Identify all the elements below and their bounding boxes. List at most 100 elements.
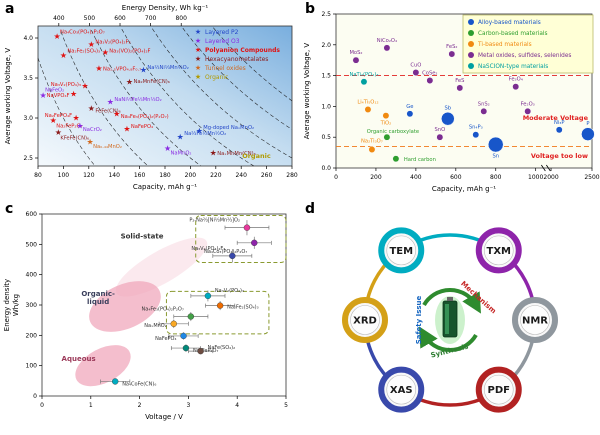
data-point-label: Sn₄P₃ (469, 125, 483, 131)
data-point (456, 84, 464, 92)
y-axis-title: Energy density (3, 279, 11, 331)
data-point (180, 332, 187, 340)
electrolyte-region-blob (75, 345, 131, 387)
data-point (204, 292, 212, 300)
legend-label: Alloy-based materials (478, 20, 541, 26)
data-point-label: FeFe(CN)₆ (95, 108, 120, 114)
technique-node-face (483, 374, 514, 405)
x-tick-label: 140 (108, 172, 120, 179)
legend-marker (468, 52, 474, 58)
panel-b-anode-chart: b 0 200 400 600 800 1000 2000 2500 0.0 0.5 1.0 1.5 2… (300, 0, 600, 200)
legend-label: Layered P2 (205, 29, 239, 36)
data-point (581, 127, 595, 141)
y-tick-label: 0.5 (321, 134, 331, 141)
data-point: ★ (113, 110, 120, 119)
x-tick-label: 800 (490, 174, 502, 181)
data-point (383, 133, 391, 141)
data-point-label: Na₂Fe₂(SO₄)₃ (227, 305, 259, 311)
x-tick-label: 180 (159, 172, 171, 179)
anode-voltage-capacity-chart: 0 200 400 600 800 1000 2000 2500 0.0 0.5 1.0 1.5 2.0… (303, 11, 600, 193)
data-point: ★ (123, 125, 130, 134)
y-tick-label: 3.0 (23, 115, 33, 122)
dashed-group-box (195, 215, 287, 264)
legend-marker: ★ (195, 55, 201, 63)
y-tick-label: 2.0 (321, 42, 331, 49)
energy-density-contour (60, 31, 148, 166)
data-point-label: Fe₃O₄ (509, 77, 523, 83)
x-tick-label: 200 (185, 172, 197, 179)
data-point-label: P₂-Na⅔[Ni⅓Mn⅔]O₂ (189, 218, 240, 224)
data-point-label: NiCo₂O₄ (377, 38, 397, 44)
x-tick-label: 200 (370, 174, 382, 181)
data-point (243, 224, 251, 231)
x-tick-label: 160 (134, 172, 146, 179)
y-tick-label: 600 (26, 211, 38, 218)
data-point: ★ (102, 48, 109, 57)
x-tick-label: 240 (235, 172, 247, 179)
y-tick-label: 3.5 (23, 75, 33, 82)
data-point (512, 83, 520, 91)
data-point (487, 136, 504, 153)
x-tick-label: 1 (89, 402, 93, 409)
data-point-label: NaTi₂(PO₄)₃ (349, 72, 378, 78)
x-tick-label: 3 (186, 402, 190, 409)
legend-label: Hexacyanometalates (205, 56, 268, 63)
data-point-label: NaFePO₄ (131, 124, 153, 130)
panel-d-label: d (305, 201, 316, 217)
data-point-label: Na₄Fe₃(PO₄)₂P₂O₇ (142, 307, 184, 313)
legend-label: Ti-based materials (477, 42, 532, 48)
x-tick-label: 100 (58, 172, 70, 179)
legend-marker: ★ (195, 37, 201, 45)
technique-node-label: XRD (353, 316, 377, 327)
data-point-label: Na₃V₂(PO₄)₃ (51, 82, 81, 88)
legend-label: Polyanion Compounds (205, 47, 280, 54)
data-point (352, 56, 360, 64)
annotation: Voltage too low (531, 152, 588, 160)
dashed-group-box (165, 290, 270, 335)
data-point: ★ (86, 138, 93, 147)
data-point-label: Sb (445, 106, 452, 112)
data-point-label: Na⅔Fe½Mn½O₂ (184, 130, 226, 137)
data-point-label: Na₂Ti₃O₇ (361, 139, 383, 145)
data-point (448, 50, 456, 58)
y-tick-label: 2.5 (23, 155, 33, 162)
data-point (170, 320, 177, 328)
data-point-label: SnO (434, 127, 445, 133)
technique-node-label: TXM (487, 246, 512, 257)
data-point (472, 131, 480, 139)
legend-label: NaSCION-type materials (478, 64, 548, 70)
y-axis-title: Average working Voltage, V (303, 43, 311, 140)
legend-box (462, 14, 594, 74)
data-point-label: Ge (406, 104, 413, 110)
data-point-label: NaFePO₄ (155, 336, 176, 342)
data-point-label: Sn (492, 154, 499, 160)
cathode-voltage-capacity-chart: 80 100 120 140 160 180 200 220 240 260 280 2.5 3.0 3.… (4, 4, 298, 191)
data-point: ★ (88, 104, 95, 113)
data-point: ★ (53, 32, 60, 41)
axis-break-mark (541, 164, 546, 172)
y-tick-label: 0 (33, 393, 37, 400)
data-point (182, 344, 190, 352)
legend-label: Organic (205, 74, 228, 81)
y-tick-label: 400 (26, 272, 38, 279)
battery-cap-icon (447, 297, 453, 301)
data-point-label: FeS (455, 78, 464, 84)
top-tick-label: 400 (53, 15, 65, 22)
data-point-label: CoSe₂ (422, 71, 437, 77)
legend-marker: ★ (195, 64, 201, 72)
technique-node-face (386, 374, 417, 405)
data-point-label: Ni₃P (554, 120, 565, 126)
data-point (436, 133, 444, 141)
y-tick-label: 1.0 (321, 103, 331, 110)
data-point-label: Organic carboxylate (367, 129, 419, 135)
panel-a-cathode-chart: a 80 100 120 140 160 180 200 220 240 260 280 2.5 3.0… (0, 0, 300, 200)
legend-label: Metal oxides, sulfides, selenides (478, 53, 571, 59)
data-point (382, 112, 390, 120)
y-tick-label: 1.5 (321, 73, 331, 80)
data-point (251, 239, 258, 247)
data-point (383, 44, 391, 52)
data-point-label: Na₄Fe₃(PO₄)₂(P₂O₇) (121, 114, 169, 120)
x-tick-label: 260 (261, 172, 273, 179)
technique-node-face (386, 235, 417, 266)
